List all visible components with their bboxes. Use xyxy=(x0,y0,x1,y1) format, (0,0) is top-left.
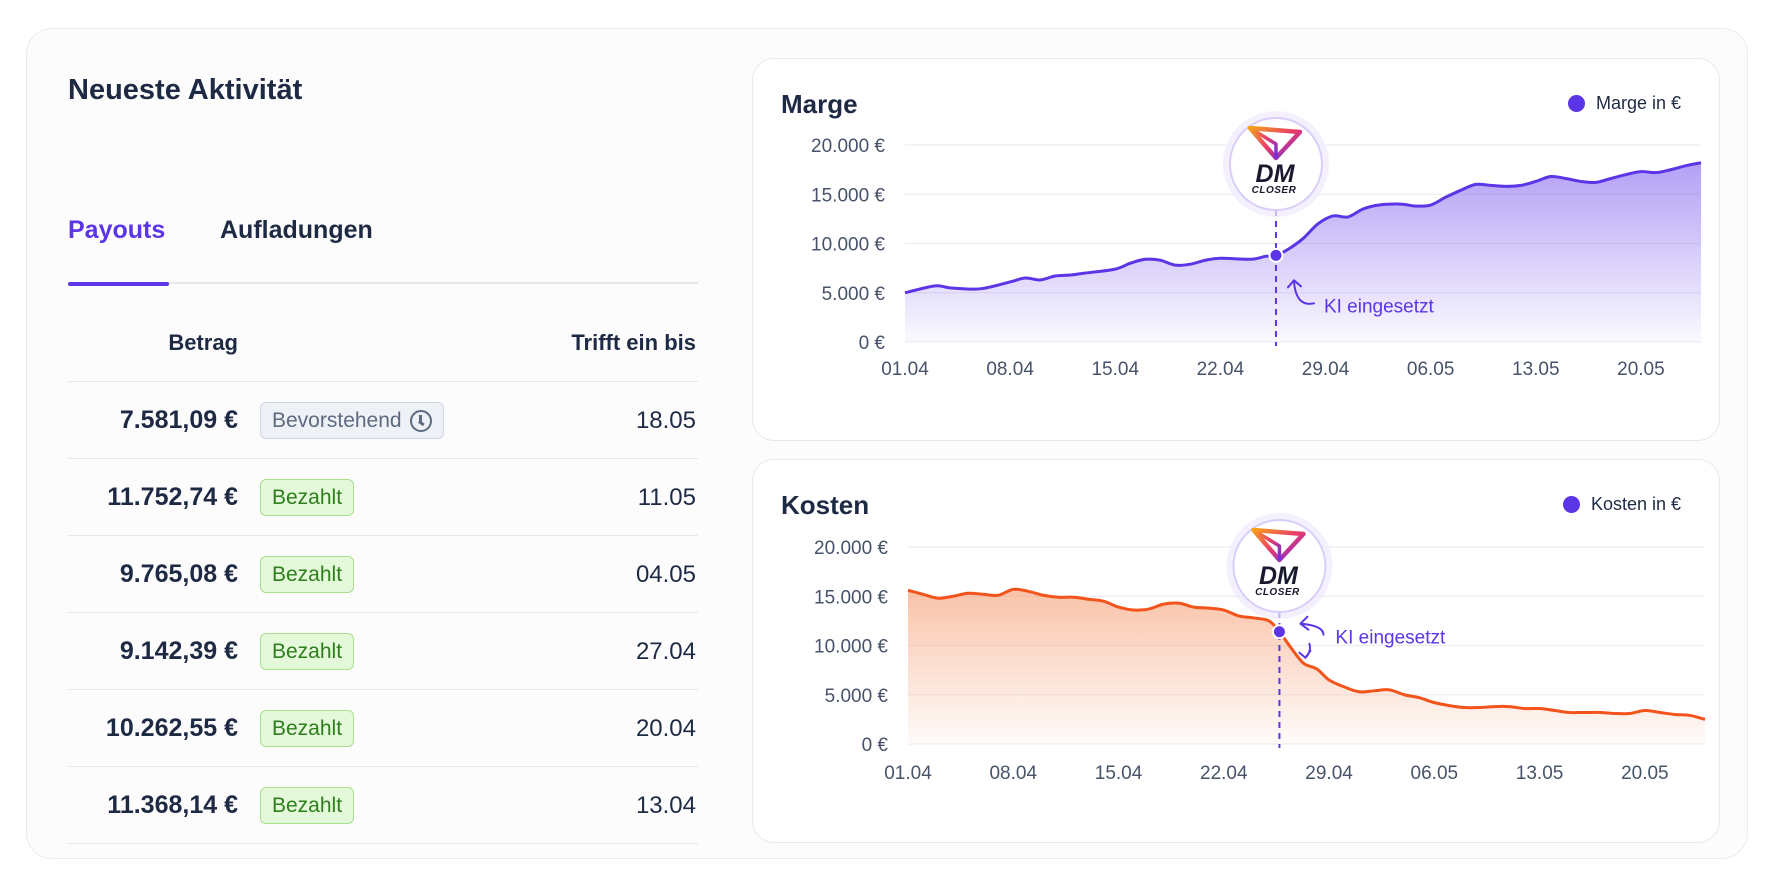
margin-legend: Marge in € xyxy=(1567,93,1681,114)
logo-text: DM xyxy=(1256,160,1296,188)
recent-activity-title: Neueste Aktivität xyxy=(68,74,303,106)
series-area xyxy=(905,162,1701,342)
x-tick-label: 13.05 xyxy=(1512,359,1560,380)
table-row[interactable]: 9.765,08 € Bezahlt 04.05 xyxy=(68,536,698,613)
arrow-head xyxy=(1299,615,1310,631)
table-body: 7.581,09 € Bevorstehend 18.05 11.752,74 € Be… xyxy=(68,382,698,844)
costs-chart-card: 0 € 5.000 € 10.000 € 15.000 € 20.000 € 01.04 0… xyxy=(752,459,1720,843)
x-tick-label: 29.04 xyxy=(1305,763,1353,784)
status-badge: Bezahlt xyxy=(260,479,355,516)
arrival-date: 11.05 xyxy=(637,484,696,511)
annotation-point xyxy=(1271,624,1287,640)
annotation-arrow xyxy=(1298,642,1312,660)
margin-chart-title: Marge xyxy=(781,89,858,119)
margin-chart: 0 € 5.000 € 10.000 € 15.000 € 20.000 € 01.04 0… xyxy=(811,111,1702,380)
y-tick-label: 15.000 € xyxy=(814,587,888,608)
x-tick-label: 15.04 xyxy=(1095,763,1143,784)
status-label: Bevorstehend xyxy=(272,408,402,432)
payout-amount: 11.752,74 € xyxy=(107,483,238,511)
payout-amount: 9.142,39 € xyxy=(119,637,238,665)
payout-amount: 9.765,08 € xyxy=(119,560,238,588)
clock-icon xyxy=(409,409,432,432)
payout-amount: 7.581,09 € xyxy=(119,406,238,434)
table-row[interactable]: 11.752,74 € Bezahlt 11.05 xyxy=(68,459,698,536)
y-tick-label: 20.000 € xyxy=(811,136,885,157)
annotation-point xyxy=(1268,247,1284,263)
annotation-arrow xyxy=(1292,280,1315,305)
x-tick-label: 08.04 xyxy=(986,359,1034,380)
annotation-label: KI eingesetzt xyxy=(1335,628,1446,649)
costs-chart-title: Kosten xyxy=(781,490,870,520)
x-tick-label: 08.04 xyxy=(989,763,1037,784)
legend-dot xyxy=(1562,496,1580,513)
legend-dot xyxy=(1567,95,1585,112)
annotation-label: KI eingesetzt xyxy=(1324,296,1435,317)
series-line xyxy=(907,587,1706,721)
arrival-date: 18.05 xyxy=(635,407,696,434)
status-label: Bezahlt xyxy=(272,562,343,586)
costs-legend-label: Kosten in € xyxy=(1590,494,1681,514)
x-tick-label: 15.04 xyxy=(1091,359,1139,380)
x-tick-label: 29.04 xyxy=(1302,359,1350,380)
costs-chart: 0 € 5.000 € 10.000 € 15.000 € 20.000 € 01.04 0… xyxy=(814,513,1706,784)
logo-subtext: CLOSER xyxy=(1255,587,1300,598)
status-badge: Bezahlt xyxy=(260,787,355,824)
status-badge: Bezahlt xyxy=(260,556,355,593)
status-label: Bezahlt xyxy=(272,716,343,740)
costs-legend: Kosten in € xyxy=(1562,494,1681,515)
x-tick-label: 01.04 xyxy=(884,763,932,784)
payout-amount: 11.368,14 € xyxy=(107,791,238,819)
status-badge: Bevorstehend xyxy=(260,402,444,439)
x-tick-label: 20.05 xyxy=(1621,763,1669,784)
column-header-date: Trifft ein bis xyxy=(571,330,696,355)
recent-activity-panel: Neueste Aktivität Payouts Aufladungen Be… xyxy=(68,60,698,844)
margin-legend-label: Marge in € xyxy=(1595,93,1681,113)
status-badge: Bezahlt xyxy=(260,633,355,670)
table-row[interactable]: 7.581,09 € Bevorstehend 18.05 xyxy=(68,382,698,459)
table-header: Betrag Trifft ein bis xyxy=(68,284,698,382)
payouts-table: Betrag Trifft ein bis 7.581,09 € Bevorste… xyxy=(68,284,698,844)
y-tick-label: 5.000 € xyxy=(825,686,889,707)
x-tick-label: 22.04 xyxy=(1200,763,1248,784)
status-label: Bezahlt xyxy=(272,485,343,509)
activity-tabs: Payouts Aufladungen xyxy=(68,156,698,286)
y-tick-label: 10.000 € xyxy=(811,235,885,256)
margin-chart-card: 0 € 5.000 € 10.000 € 15.000 € 20.000 € 01.04 0… xyxy=(752,58,1720,441)
tab-recharges[interactable]: Aufladungen xyxy=(220,216,373,244)
annotation-arrow xyxy=(1300,622,1325,636)
arrow-head xyxy=(1286,279,1302,289)
series-line xyxy=(904,161,1702,295)
table-row[interactable]: 9.142,39 € Bezahlt 27.04 xyxy=(68,613,698,690)
x-tick-label: 22.04 xyxy=(1197,359,1245,380)
x-tick-label: 13.05 xyxy=(1516,763,1564,784)
status-label: Bezahlt xyxy=(272,639,343,663)
arrival-date: 20.04 xyxy=(635,715,696,742)
arrival-date: 04.05 xyxy=(635,561,696,588)
status-badge: Bezahlt xyxy=(260,710,355,747)
arrival-date: 27.04 xyxy=(635,638,696,665)
y-tick-label: 15.000 € xyxy=(811,185,885,206)
y-tick-label: 10.000 € xyxy=(814,637,888,658)
y-tick-label: 0 € xyxy=(859,333,886,354)
status-label: Bezahlt xyxy=(272,793,343,817)
x-tick-label: 20.05 xyxy=(1617,359,1665,380)
x-tick-label: 06.05 xyxy=(1407,359,1455,380)
arrival-date: 13.04 xyxy=(635,792,696,819)
y-tick-label: 20.000 € xyxy=(814,538,888,559)
table-row[interactable]: 11.368,14 € Bezahlt 13.04 xyxy=(68,767,698,844)
y-tick-label: 5.000 € xyxy=(822,284,886,305)
x-tick-label: 01.04 xyxy=(881,359,929,380)
logo-subtext: CLOSER xyxy=(1252,185,1297,196)
y-tick-label: 0 € xyxy=(862,735,889,756)
payout-amount: 10.262,55 € xyxy=(105,714,238,742)
table-row[interactable]: 10.262,55 € Bezahlt 20.04 xyxy=(68,690,698,767)
column-header-amount: Betrag xyxy=(168,330,238,355)
logo-text: DM xyxy=(1259,562,1299,590)
tab-payouts[interactable]: Payouts xyxy=(68,156,170,286)
x-tick-label: 06.05 xyxy=(1411,763,1459,784)
